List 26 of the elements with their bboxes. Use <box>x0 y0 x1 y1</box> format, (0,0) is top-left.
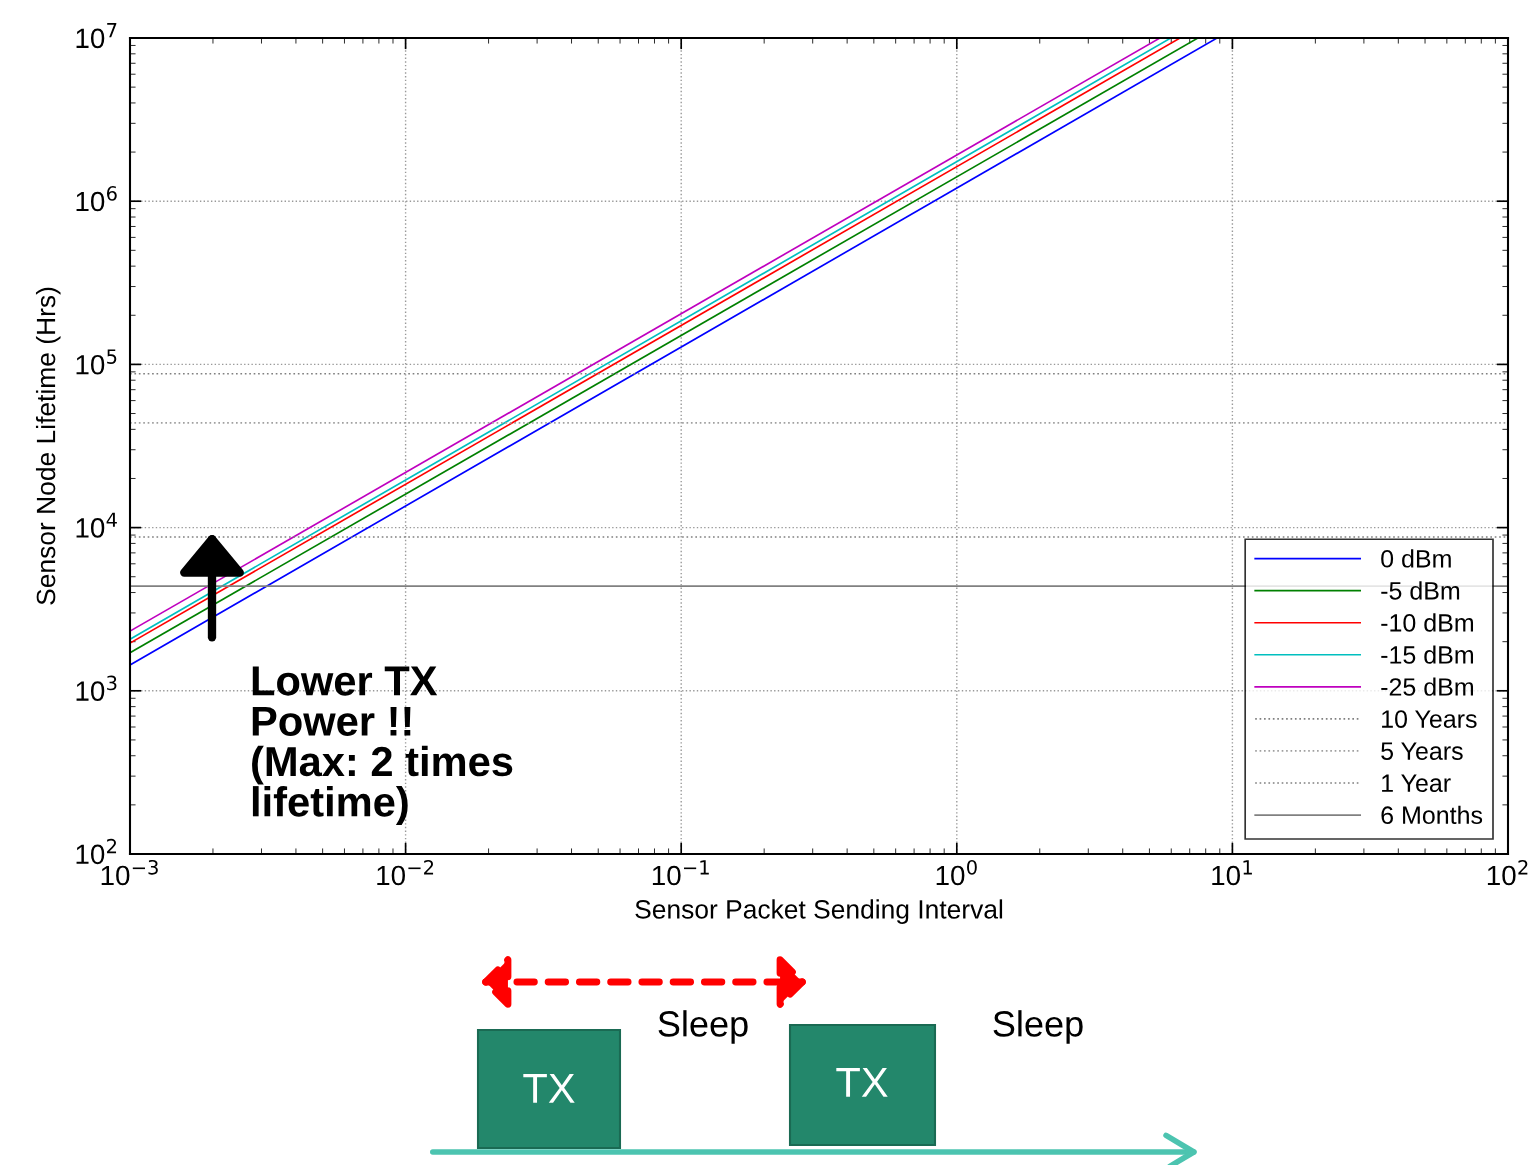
y-tick-label: 10$^{3}$ <box>76 675 117 701</box>
x-tick-label: 10$^{2}$ <box>1487 859 1528 886</box>
legend-label: -15 dBm <box>1381 645 1474 664</box>
legend-label: 10 Years <box>1382 710 1477 728</box>
legend-label: -10 dBm <box>1381 613 1474 632</box>
text: TX <box>523 1074 575 1103</box>
y-tick-label: 10$^{7}$ <box>76 23 117 49</box>
legend-label: 5 Years <box>1381 742 1463 760</box>
x-tick-label: 10$^{1}$ <box>1212 860 1252 886</box>
x-tick-label: 10$^{0}$ <box>936 859 977 886</box>
text: Sleep <box>658 1010 748 1044</box>
y-axis-title: Sensor Node Lifetime (Hrs) <box>35 287 61 605</box>
y-tick-label: 10$^{4}$ <box>76 512 117 538</box>
text: Sleep <box>993 1010 1083 1044</box>
y-tick-label: 10$^{6}$ <box>76 185 117 212</box>
legend-label: 6 Months <box>1381 805 1483 825</box>
x-tick-label: 10$^{−1}$ <box>652 860 709 886</box>
legend-label: 1 Year <box>1382 774 1451 792</box>
y-tick-label: 10$^{5}$ <box>76 349 117 375</box>
annotation: Lower TX Power !! (Max: 2 times lifetime) <box>252 666 513 825</box>
legend-label: 0 dBm <box>1381 549 1451 568</box>
text: TX <box>836 1068 888 1097</box>
x-tick-label: 10$^{−2}$ <box>377 859 434 886</box>
x-axis-title: Sensor Packet Sending Interval <box>635 899 1003 924</box>
legend-label: -5 dBm <box>1381 581 1460 600</box>
legend-label: -25 dBm <box>1381 677 1474 696</box>
